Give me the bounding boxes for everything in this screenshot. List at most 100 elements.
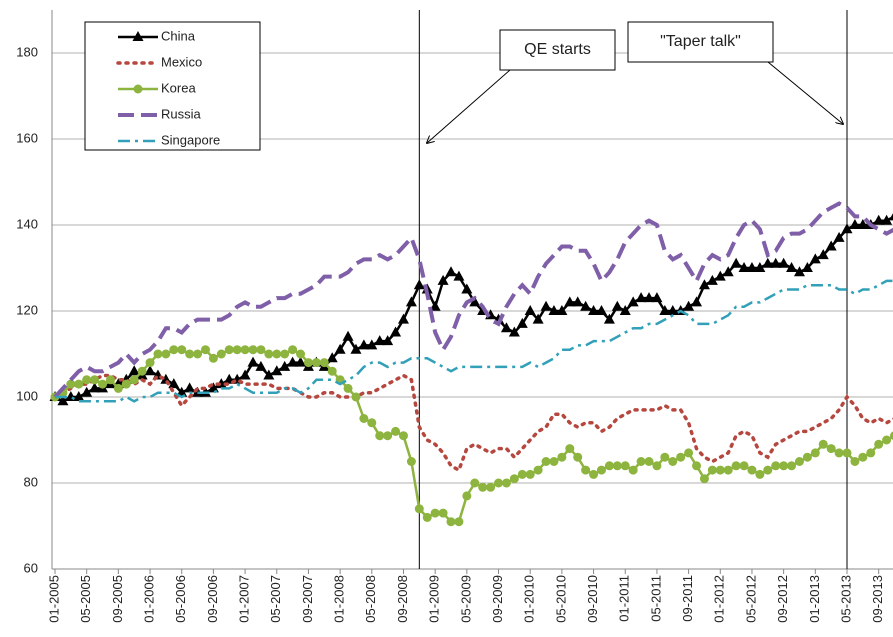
point — [715, 465, 725, 475]
point — [779, 461, 789, 471]
point — [208, 353, 218, 363]
point — [57, 395, 69, 406]
x-tick-label: 09-2013 — [870, 575, 885, 623]
y-tick-label: 160 — [16, 130, 38, 145]
point — [240, 345, 250, 355]
point — [714, 270, 726, 281]
point — [730, 257, 742, 268]
x-tick-label: 09-2008 — [395, 575, 410, 623]
point — [890, 431, 893, 440]
point — [818, 439, 828, 449]
x-tick-label: 05-2012 — [743, 575, 758, 623]
point — [232, 345, 242, 355]
point — [619, 305, 631, 315]
point — [746, 262, 758, 272]
point — [549, 457, 559, 466]
point — [366, 339, 378, 350]
point — [738, 262, 750, 272]
point — [342, 330, 354, 341]
point — [470, 478, 480, 488]
point — [557, 452, 567, 462]
x-tick-label: 01-2007 — [237, 575, 252, 623]
point — [200, 345, 210, 355]
point — [413, 279, 425, 290]
point — [288, 345, 298, 355]
y-tick-label: 80 — [24, 474, 38, 489]
point — [540, 300, 552, 311]
legend-marker — [132, 31, 144, 41]
point — [128, 365, 140, 376]
point — [564, 296, 576, 307]
point — [66, 379, 76, 389]
point — [651, 292, 663, 303]
point — [532, 313, 544, 324]
point — [810, 448, 820, 458]
x-tick-label: 05-2008 — [363, 575, 378, 623]
series — [53, 373, 893, 473]
point — [786, 262, 798, 272]
point — [494, 478, 504, 488]
point — [121, 379, 131, 389]
point — [437, 274, 449, 285]
legend: China Mexico Korea Russia Singapore — [84, 21, 261, 151]
point — [105, 375, 115, 385]
legend-label: China — [161, 28, 196, 43]
point — [849, 219, 861, 229]
point — [398, 431, 408, 441]
x-tick-label: 05-2010 — [553, 575, 568, 623]
point — [391, 426, 401, 436]
point — [692, 461, 702, 471]
point — [137, 366, 147, 376]
point — [589, 469, 599, 479]
point — [763, 465, 773, 475]
point — [793, 266, 805, 277]
point — [644, 457, 654, 466]
point — [73, 391, 85, 401]
point — [595, 305, 607, 315]
x-tick-label: 01-2008 — [332, 575, 347, 623]
annotation: "Taper talk" — [660, 33, 741, 50]
point — [397, 313, 409, 324]
point — [296, 349, 306, 359]
point — [303, 358, 313, 368]
point — [874, 439, 884, 449]
point — [794, 457, 804, 466]
point — [414, 504, 424, 514]
point — [358, 339, 370, 350]
point — [707, 465, 717, 475]
point — [327, 366, 337, 376]
point — [588, 305, 600, 315]
point — [438, 508, 448, 518]
point — [326, 352, 338, 363]
point — [177, 345, 187, 355]
point — [383, 431, 393, 441]
point — [643, 292, 655, 303]
point — [841, 223, 853, 234]
x-tick-label: 05-2005 — [78, 575, 93, 623]
point — [635, 292, 647, 303]
y-tick-label: 60 — [24, 560, 38, 575]
point — [698, 279, 710, 290]
point — [603, 313, 615, 324]
point — [882, 435, 892, 445]
y-tick-label: 100 — [16, 388, 38, 403]
line — [55, 279, 893, 403]
point — [691, 296, 703, 307]
x-tick-label: 01-2011 — [617, 575, 632, 622]
point — [168, 378, 180, 389]
point — [706, 274, 718, 285]
point — [144, 365, 156, 376]
point — [573, 452, 583, 462]
point — [516, 317, 528, 328]
point — [351, 392, 361, 402]
point — [787, 461, 797, 471]
point — [739, 461, 749, 471]
point — [430, 508, 440, 518]
point — [98, 379, 108, 389]
point — [842, 448, 852, 458]
point — [311, 358, 321, 368]
point — [834, 448, 844, 458]
point — [478, 482, 488, 492]
point — [826, 444, 836, 454]
point — [461, 283, 473, 294]
